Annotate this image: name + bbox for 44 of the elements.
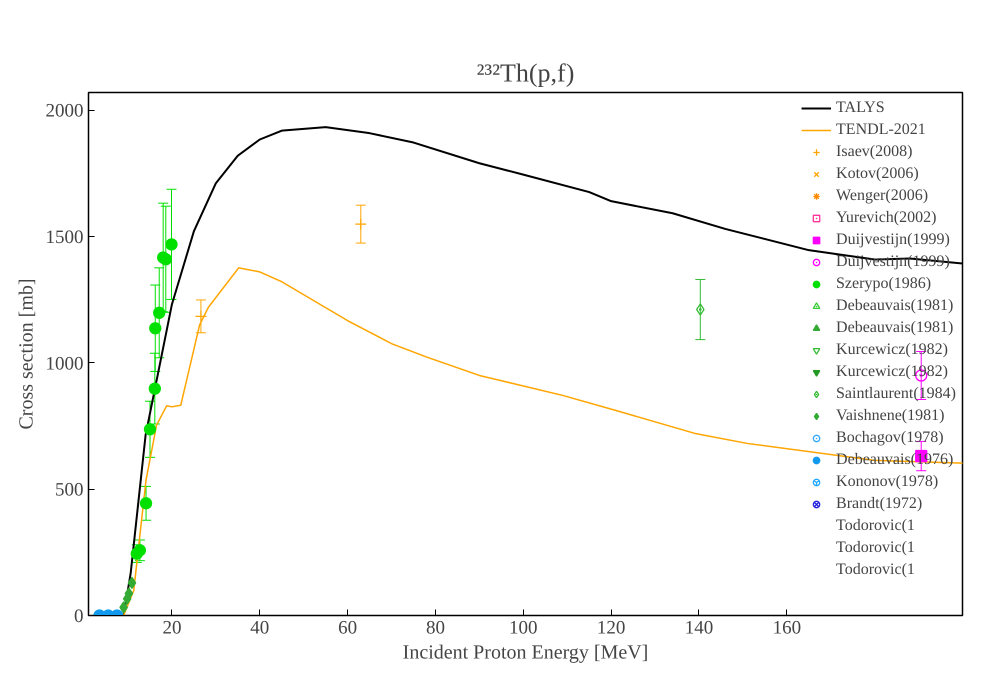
x-tick-label: 160 bbox=[772, 618, 802, 638]
point bbox=[149, 322, 162, 334]
legend-label: Brandt(1972) bbox=[836, 494, 922, 514]
legend-label: Duijvestijn(1999) bbox=[836, 230, 950, 250]
x-tick-label: 20 bbox=[162, 618, 182, 638]
legend-label: Kotov(2006) bbox=[836, 164, 919, 184]
text: Todorovic(1 bbox=[836, 538, 915, 558]
x-axis-title: Incident Proton Energy [MeV] bbox=[402, 642, 648, 664]
legend-label: Debeauvais(1981) bbox=[836, 296, 954, 316]
legend-label: Kononov(1978) bbox=[836, 472, 938, 492]
text: Todorovic(1 bbox=[836, 516, 915, 536]
legend-label: TALYS bbox=[836, 98, 885, 118]
x-tick-label: 40 bbox=[250, 618, 270, 638]
y-tick-label: 1000 bbox=[46, 353, 84, 374]
point bbox=[165, 238, 178, 250]
legend-label: Wenger(2006) bbox=[836, 186, 928, 206]
point bbox=[696, 303, 705, 316]
y-axis-title: Cross section [mb] bbox=[16, 278, 38, 430]
y-tick-label: 500 bbox=[55, 480, 84, 501]
point bbox=[354, 218, 367, 230]
legend-label: Isaev(2008) bbox=[836, 142, 912, 162]
point bbox=[153, 306, 166, 319]
legend-label: Bochagov(1978) bbox=[836, 428, 944, 448]
x-tick-label: 120 bbox=[596, 618, 626, 638]
point bbox=[160, 253, 172, 266]
point bbox=[144, 423, 156, 436]
point bbox=[148, 382, 161, 395]
x-tick-label: 140 bbox=[684, 618, 714, 638]
chart-title: ²³²Th(p,f) bbox=[476, 58, 574, 88]
legend-label: TENDL-2021 bbox=[836, 120, 926, 140]
point bbox=[194, 310, 208, 323]
x-tick-label: 100 bbox=[509, 618, 538, 638]
legend-label: Kurcewicz(1982) bbox=[836, 340, 948, 360]
text: Todorovic(1 bbox=[836, 560, 915, 580]
legend-label: Debeauvais(1981) bbox=[836, 318, 954, 338]
point bbox=[140, 497, 152, 510]
legend-label: Vaishnene(1981) bbox=[836, 406, 944, 426]
x-tick-label: 60 bbox=[338, 618, 358, 638]
legend-label: Szerypo(1986) bbox=[836, 274, 932, 294]
y-tick-label: 0 bbox=[74, 606, 84, 627]
y-tick-label: 1500 bbox=[46, 227, 84, 248]
x-tick-label: 80 bbox=[426, 618, 445, 638]
legend-label: Yurevich(2002) bbox=[836, 208, 936, 228]
y-tick-label: 2000 bbox=[46, 100, 84, 122]
